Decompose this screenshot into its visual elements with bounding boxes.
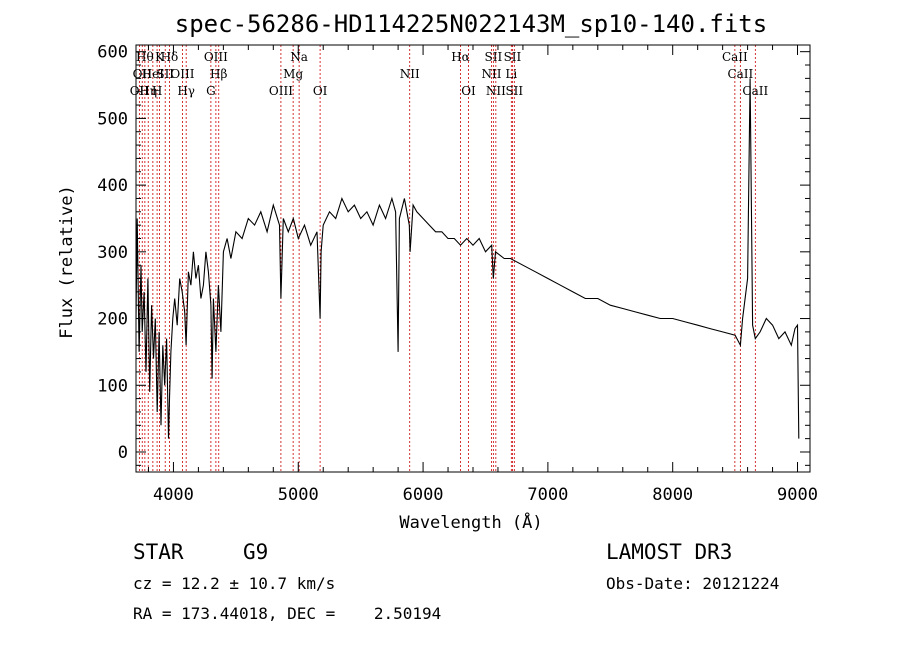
x-tick-label-4: 8000 [652, 485, 693, 505]
line-label-25: SII [504, 50, 522, 64]
redshift-cz: cz = 12.2 ± 10.7 km/s [133, 574, 336, 593]
line-label-0: OII [130, 84, 150, 98]
spectrum-chart: spec-56286-HD114225N022143M_sp10-140.fit… [57, 10, 818, 533]
line-label-1: OII [133, 67, 153, 81]
line-label-23: NII [486, 84, 506, 98]
x-tick-label-5: 9000 [777, 485, 818, 505]
line-label-20: OI [461, 84, 476, 98]
line-label-6: K [155, 50, 165, 64]
line-label-13: Hβ [210, 67, 227, 81]
line-label-19: Hα [451, 50, 470, 64]
line-label-10: Hγ [177, 84, 195, 98]
x-tick-label-1: 5000 [278, 485, 319, 505]
y-tick-label-1: 100 [97, 376, 128, 396]
y-tick-label-2: 200 [97, 310, 128, 330]
axis-ticks: 4000 5000 6000 7000 8000 9000 0 100 200 300 400 500… [97, 43, 818, 505]
y-tick-label-3: 300 [97, 243, 128, 263]
object-subclass: G9 [243, 540, 269, 564]
object-class: STAR [133, 540, 184, 564]
line-label-22: SII [484, 50, 502, 64]
y-tick-label-0: 0 [118, 443, 128, 463]
line-label-24: Li [505, 67, 517, 81]
coordinates: RA = 173.44018, DEC = 2.50194 [133, 604, 442, 623]
plot-frame [135, 44, 811, 473]
line-label-8: Hδ [161, 50, 179, 64]
line-label-15: Mg [283, 67, 303, 81]
line-label-11: G [206, 84, 216, 98]
line-label-7: SII [156, 67, 174, 81]
y-tick-label-6: 600 [97, 43, 128, 63]
survey-name: LAMOST DR3 [606, 540, 733, 564]
x-tick-label-3: 7000 [527, 485, 568, 505]
line-label-26: SII [505, 84, 523, 98]
y-tick-label-5: 500 [97, 109, 128, 129]
line-label-16: Na [290, 50, 308, 64]
emission-line-labels: OII OII Hθ Hη HeI H K SII Hδ OIII Hγ G OIII Hβ OIII Mg N… [130, 50, 769, 98]
observation-date: Obs-Date: 20121224 [606, 574, 780, 593]
line-label-2: Hθ [136, 50, 154, 64]
y-tick-label-4: 400 [97, 176, 128, 196]
line-label-14: OIII [269, 84, 293, 98]
x-tick-label-0: 4000 [153, 485, 194, 505]
emission-line-markers [138, 45, 756, 472]
y-axis-label: Flux (relative) [57, 185, 77, 339]
spectrum-line [135, 78, 800, 439]
line-label-5: H [152, 84, 162, 98]
line-label-12: OIII [204, 50, 228, 64]
line-label-18: NII [400, 67, 420, 81]
line-label-27: CaII [722, 50, 748, 64]
line-label-3: Hη [139, 84, 157, 98]
chart-title: spec-56286-HD114225N022143M_sp10-140.fit… [175, 10, 767, 38]
x-axis-label: Wavelength (Å) [399, 511, 542, 533]
line-label-9: OIII [170, 67, 194, 81]
line-label-28: CaII [727, 67, 753, 81]
line-label-17: OI [313, 84, 328, 98]
line-label-21: NII [481, 67, 501, 81]
line-label-4: HeI [142, 67, 165, 81]
line-label-29: CaII [742, 84, 768, 98]
x-tick-label-2: 6000 [403, 485, 444, 505]
